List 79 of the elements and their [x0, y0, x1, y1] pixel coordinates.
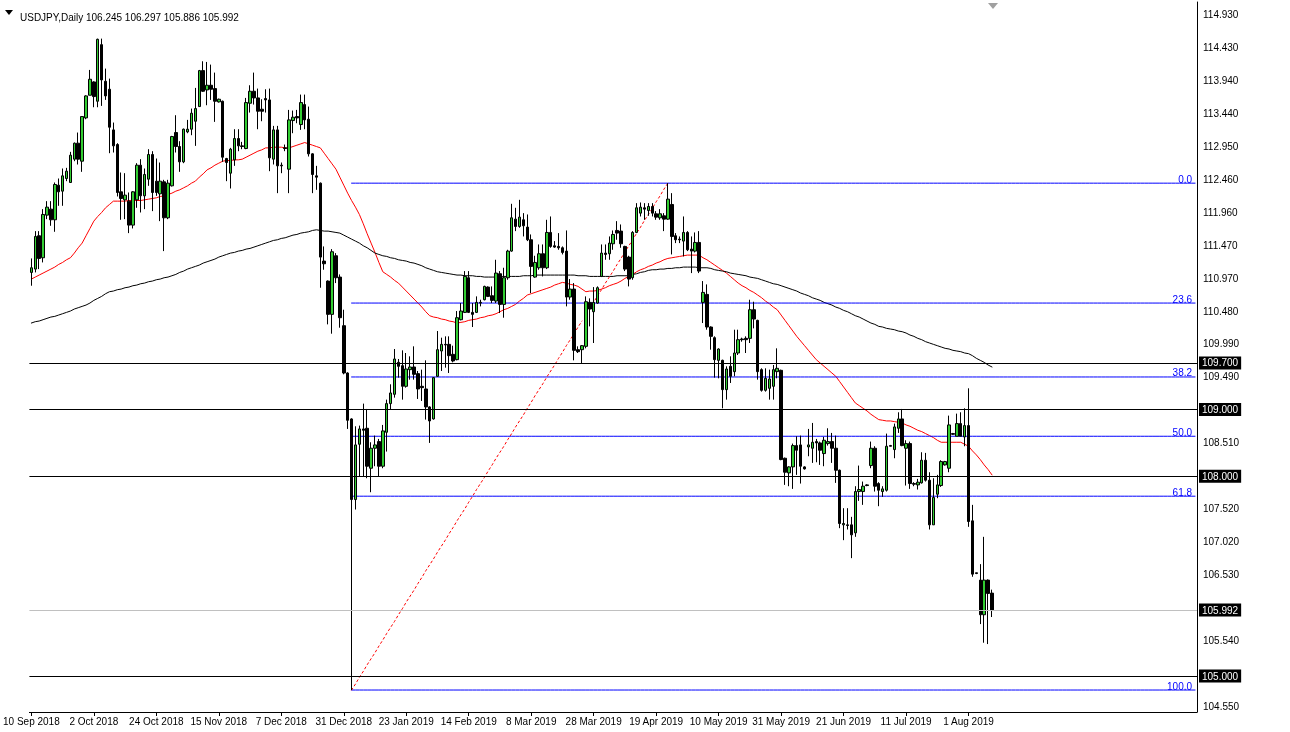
y-tick-label: 107.520 — [1203, 502, 1240, 514]
candlestick — [276, 125, 279, 194]
y-tick-label: 110.970 — [1203, 272, 1239, 284]
y-tick-label: 114.430 — [1203, 42, 1239, 54]
y-tick-label: 105.540 — [1203, 634, 1240, 646]
candlestick — [100, 38, 103, 107]
x-tick-label: 2 Oct 2018 — [69, 715, 119, 727]
candlestick — [600, 243, 603, 278]
candlestick — [61, 168, 64, 207]
candlestick — [768, 369, 771, 401]
ref-line-label: 105.992 — [1202, 604, 1239, 616]
y-tick-label: 104.550 — [1203, 700, 1240, 712]
x-tick-label: 10 May 2019 — [689, 715, 748, 727]
series-label: 23.6 — [1172, 293, 1193, 305]
candlestick — [483, 285, 486, 301]
y-tick-label: 110.480 — [1203, 305, 1239, 317]
candlestick — [151, 150, 154, 212]
x-tick-label: 14 Feb 2019 — [440, 715, 498, 727]
ref-line-label: 109.700 — [1202, 357, 1239, 369]
series-label: 61.8 — [1172, 486, 1193, 498]
y-tick-label: 113.940 — [1203, 75, 1239, 87]
candlestick — [592, 286, 595, 344]
candlestick — [811, 422, 814, 464]
y-tick-label: 113.440 — [1203, 108, 1239, 120]
y-tick-label: 111.470 — [1203, 239, 1239, 251]
candlestick — [268, 88, 271, 172]
x-tick-label: 31 May 2019 — [752, 715, 811, 727]
x-tick-label: 10 Sep 2018 — [3, 715, 61, 727]
candlestick — [651, 202, 654, 217]
candlestick — [205, 61, 209, 106]
candlestick — [221, 100, 224, 163]
candlestick — [299, 94, 303, 131]
y-tick-label: 112.460 — [1203, 173, 1239, 185]
x-tick-label: 1 Aug 2019 — [943, 715, 995, 727]
series-label: 100.0 — [1167, 680, 1193, 692]
candlestick — [194, 87, 197, 147]
x-tick-label: 15 Nov 2018 — [190, 715, 248, 727]
candlestick — [315, 165, 318, 191]
x-tick-label: 7 Dec 2018 — [255, 715, 308, 727]
x-tick-label: 31 Dec 2018 — [315, 715, 373, 727]
y-tick-label: 112.950 — [1203, 141, 1239, 153]
series-label: 38.2 — [1172, 367, 1193, 379]
candlestick — [818, 441, 822, 466]
x-tick-label: 11 Jul 2019 — [880, 715, 932, 727]
x-tick-label: 8 Mar 2019 — [505, 715, 557, 727]
candlestick — [572, 282, 576, 361]
candlestick — [557, 232, 560, 251]
y-tick-label: 109.490 — [1203, 371, 1240, 383]
candlestick — [947, 415, 951, 473]
candlestick — [287, 109, 291, 194]
candlestick — [682, 215, 685, 257]
candlestick — [647, 202, 650, 217]
y-tick-label: 107.020 — [1203, 535, 1240, 547]
x-tick-label: 24 Oct 2018 — [129, 715, 184, 727]
x-tick-label: 23 Jan 2019 — [378, 715, 435, 727]
y-tick-label: 108.510 — [1203, 436, 1240, 448]
candlestick — [643, 202, 646, 221]
text: USDJPY,Daily 106.245 106.297 105.886 105.992 — [20, 11, 240, 23]
candlestick — [955, 413, 959, 437]
ref-line-label: 109.000 — [1202, 404, 1239, 416]
candlestick — [982, 536, 986, 644]
candlestick — [690, 235, 693, 274]
x-tick-label: 21 Jun 2019 — [816, 715, 872, 727]
series-label: 50.0 — [1172, 426, 1193, 438]
x-tick-label: 28 Mar 2019 — [565, 715, 623, 727]
candlestick — [330, 248, 334, 335]
y-tick-label: 114.930 — [1203, 9, 1239, 21]
y-tick-label: 111.960 — [1203, 206, 1239, 218]
ref-line-label: 105.000 — [1202, 670, 1239, 682]
ref-line-label: 108.000 — [1202, 470, 1239, 482]
candlestick — [96, 38, 99, 108]
candlestick — [139, 158, 142, 213]
y-tick-label: 109.990 — [1203, 338, 1240, 350]
y-tick-label: 106.530 — [1203, 568, 1240, 580]
candlestick — [53, 182, 57, 233]
candlestick — [865, 483, 869, 487]
series-label: 0.0 — [1178, 173, 1193, 185]
x-tick-label: 19 Apr 2019 — [629, 715, 684, 727]
candlestick — [619, 223, 623, 249]
